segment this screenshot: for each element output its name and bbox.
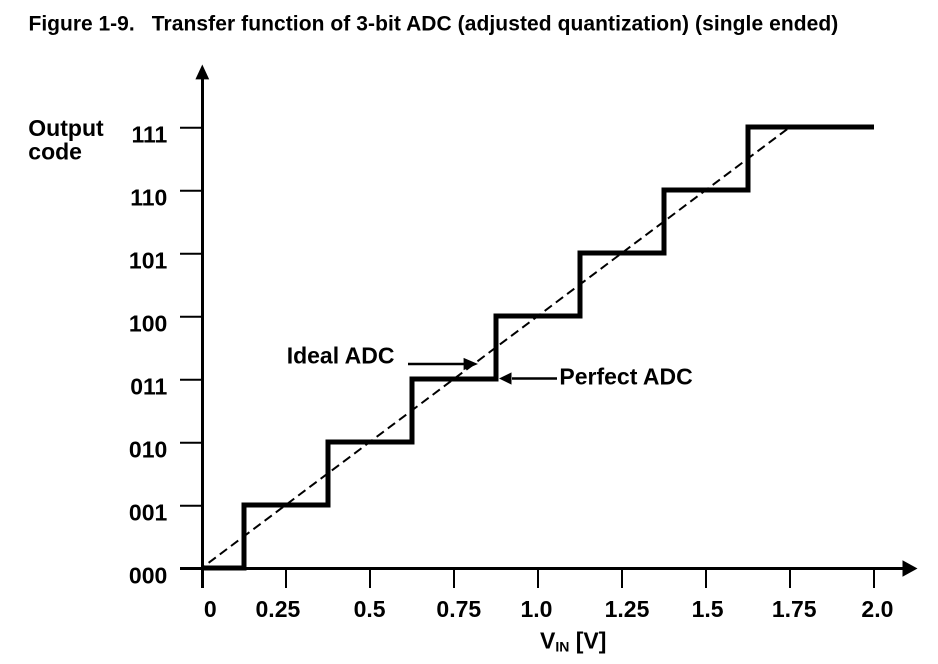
svg-text:0.25: 0.25 [256, 596, 301, 622]
svg-text:1.0: 1.0 [521, 596, 553, 622]
svg-text:1.5: 1.5 [692, 596, 724, 622]
svg-text:Figure 1-9.Transfer function o: Figure 1-9. Transfer function of 3-bit AD… [29, 13, 839, 36]
svg-text:000: 000 [129, 562, 167, 588]
svg-text:010: 010 [129, 436, 167, 462]
svg-text:1.25: 1.25 [605, 596, 650, 622]
svg-text:2.0: 2.0 [861, 596, 893, 622]
svg-text:0.75: 0.75 [436, 596, 481, 622]
svg-text:Ideal ADC: Ideal ADC [287, 343, 395, 369]
svg-text:VIN [V]: VIN [V] [540, 628, 606, 655]
svg-text:110: 110 [130, 184, 167, 210]
svg-text:001: 001 [129, 499, 168, 525]
svg-text:1.75: 1.75 [772, 596, 817, 622]
svg-text:Perfect ADC: Perfect ADC [559, 364, 692, 390]
svg-text:100: 100 [129, 310, 167, 336]
svg-text:101: 101 [129, 247, 168, 273]
svg-text:111: 111 [131, 121, 167, 147]
svg-text:0: 0 [204, 596, 217, 622]
svg-text:011: 011 [130, 373, 167, 399]
svg-text:0.5: 0.5 [354, 596, 386, 622]
